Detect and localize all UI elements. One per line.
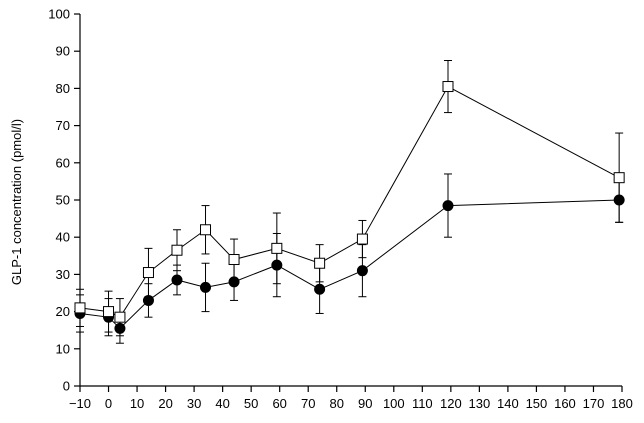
y-tick-label: 10 bbox=[56, 341, 70, 356]
series-line bbox=[79, 85, 620, 318]
y-axis-ticks: 0 10 20 30 40 50 60 70 80 90 100 bbox=[48, 7, 80, 394]
data-point bbox=[74, 302, 86, 314]
x-tick-label: 100 bbox=[383, 396, 405, 411]
x-tick-label: 160 bbox=[554, 396, 576, 411]
data-point bbox=[613, 172, 625, 184]
y-axis-title: GLP-1 concentration (pmol/l) bbox=[9, 119, 24, 285]
y-tick-label: 40 bbox=[56, 230, 70, 245]
y-tick-label: 90 bbox=[56, 44, 70, 59]
x-tick-label: 70 bbox=[301, 396, 315, 411]
data-point bbox=[356, 233, 368, 245]
x-tick-label: 170 bbox=[583, 396, 605, 411]
data-point bbox=[103, 306, 115, 318]
data-point bbox=[114, 311, 126, 323]
chart-axes bbox=[79, 14, 622, 387]
data-point bbox=[442, 200, 454, 212]
data-point bbox=[442, 81, 454, 93]
data-point bbox=[171, 274, 183, 286]
x-tick-label: 30 bbox=[187, 396, 201, 411]
y-tick-label: 70 bbox=[56, 118, 70, 133]
x-tick-label: 90 bbox=[358, 396, 372, 411]
x-tick-label: 180 bbox=[611, 396, 633, 411]
data-point bbox=[228, 254, 240, 266]
x-tick-label: 0 bbox=[105, 396, 112, 411]
data-point bbox=[314, 283, 326, 295]
x-tick-label: 40 bbox=[215, 396, 229, 411]
chart-series bbox=[74, 60, 625, 344]
x-tick-label: −10 bbox=[69, 396, 91, 411]
y-tick-label: 80 bbox=[56, 81, 70, 96]
y-tick-label: 30 bbox=[56, 267, 70, 282]
series-filled-circle bbox=[74, 173, 625, 344]
x-tick-label: 110 bbox=[412, 396, 433, 411]
x-tick-label: 150 bbox=[526, 396, 548, 411]
y-tick-label: 20 bbox=[56, 304, 70, 319]
x-tick-label: 140 bbox=[497, 396, 519, 411]
data-point bbox=[200, 224, 212, 236]
data-point bbox=[314, 257, 326, 269]
x-tick-label: 80 bbox=[330, 396, 344, 411]
y-tick-label: 100 bbox=[48, 7, 70, 22]
x-axis-ticks: −10 0 10 20 30 40 50 60 70 80 90 100 110 120 130 140 150… bbox=[69, 386, 633, 411]
x-tick-label: 60 bbox=[272, 396, 286, 411]
x-tick-label: 130 bbox=[469, 396, 491, 411]
data-point bbox=[142, 267, 154, 279]
data-point bbox=[356, 265, 368, 277]
x-tick-label: 20 bbox=[158, 396, 172, 411]
y-tick-label: 60 bbox=[56, 155, 70, 170]
y-tick-label: 0 bbox=[63, 379, 70, 394]
x-tick-label: 10 bbox=[130, 396, 144, 411]
x-tick-label: 120 bbox=[440, 396, 462, 411]
y-tick-label: 50 bbox=[56, 193, 70, 208]
x-tick-label: 50 bbox=[244, 396, 258, 411]
data-point bbox=[171, 244, 183, 256]
series-line bbox=[79, 199, 620, 330]
data-point bbox=[200, 281, 212, 293]
series-open-square bbox=[74, 60, 625, 337]
data-point bbox=[271, 242, 283, 254]
